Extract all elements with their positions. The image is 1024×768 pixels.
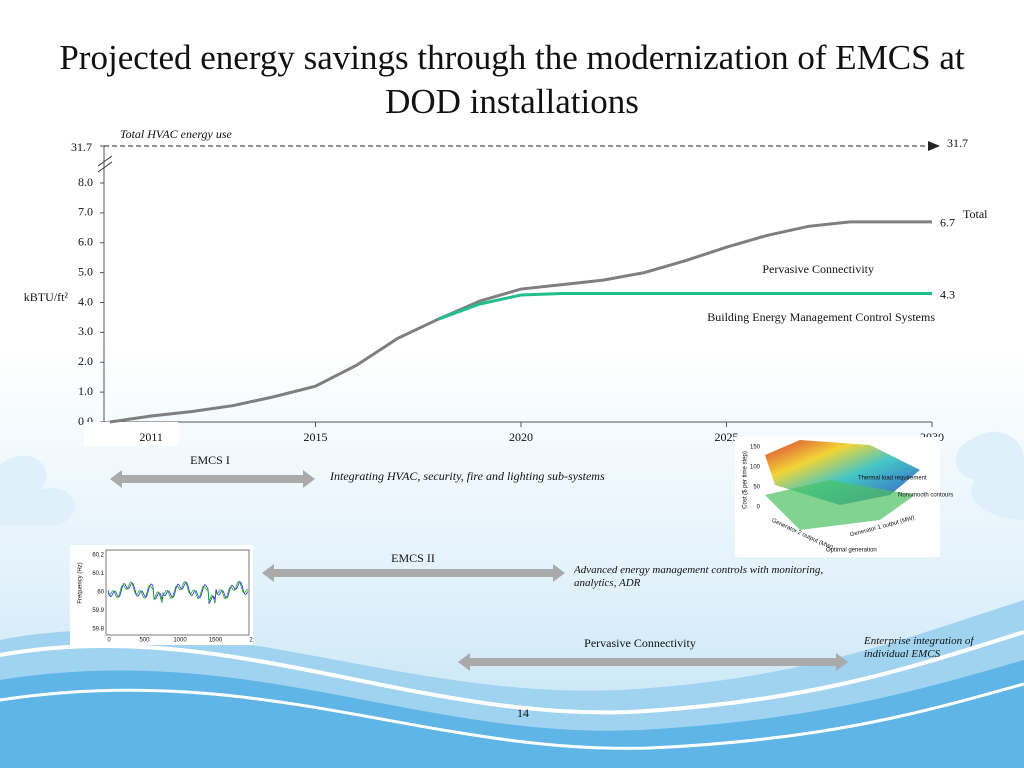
x-tick-label: 2025 (715, 430, 739, 444)
reference-arrow (928, 141, 940, 151)
inset-tick: 59.9 (92, 608, 104, 614)
phase-arrow (262, 564, 565, 582)
legend-label: Building Energy Management Control Syste… (707, 310, 935, 324)
inset-frame (105, 549, 250, 636)
phase-description: Advanced energy management controls with… (574, 564, 824, 589)
phase-label: EMCS I (190, 453, 230, 467)
end-value-label: 6.7 (940, 216, 955, 230)
y-tick-label: 4.0 (78, 294, 93, 308)
reference-value: 31.7 (947, 136, 968, 150)
end-value-label: 4.3 (940, 287, 955, 301)
legend-label: Total (963, 207, 988, 221)
phase-description-box: Advanced energy management controls with… (574, 564, 824, 589)
phase-label: EMCS II (391, 551, 435, 565)
phase-description: Integrating HVAC, security, fire and lig… (329, 469, 605, 483)
phase-description-box: Enterprise integration of individual EMC… (864, 635, 974, 660)
inset-tick: 0 (757, 505, 761, 511)
wave-line (0, 682, 1024, 750)
slide-title: Projected energy savings through the mod… (59, 38, 965, 121)
inset-label: Optimal generation (826, 548, 877, 554)
wave (0, 660, 1024, 768)
phase-arrow (110, 470, 315, 488)
phase-description: Enterprise integration of individual EMC… (864, 635, 974, 660)
inset-tick: 100 (750, 465, 761, 471)
inset-tick: 0 (107, 638, 111, 644)
axis-break (97, 161, 113, 173)
phase-arrow (458, 653, 848, 671)
inset-tick: 60 (97, 590, 104, 596)
inset-tick: 150 (750, 445, 761, 451)
inset-tick: 60.1 (92, 571, 104, 577)
y-tick-label: 6.0 (78, 235, 93, 249)
inset-tick: 60.2 (92, 553, 104, 559)
inset-y-label: Cost ($ per time step) (743, 451, 749, 509)
x-tick-label: 2020 (509, 430, 533, 444)
phase-label: Pervasive Connectivity (584, 636, 696, 650)
inset-frequency (70, 545, 253, 645)
y-tick-label: 3.0 (78, 324, 93, 338)
y-tick-label: 5.0 (78, 264, 93, 278)
inset-tick: 1000 (173, 638, 187, 644)
y-tick-label: 7.0 (78, 205, 93, 219)
inset-trace (107, 580, 248, 604)
y-tick-label: 2.0 (78, 354, 93, 368)
page-number: 14 (517, 706, 529, 720)
reference-label: Total HVAC energy use (120, 127, 233, 141)
inset-label: Nonsmooth contours (898, 493, 953, 499)
inset-trace (107, 581, 249, 605)
series-line (438, 292, 932, 321)
cost-plane (765, 480, 915, 530)
inset-label: Thermal load requirement (858, 476, 927, 482)
x-tick-label: 2015 (304, 430, 328, 444)
series-line (109, 220, 932, 424)
x-tick-label: 2011 (139, 430, 163, 444)
inset-tick: 2 (249, 638, 253, 644)
inset-frequency-plot: 60.2 60.1 60 59.9 59.80 500 1000 1500 2 (92, 553, 253, 644)
axis-break (97, 155, 113, 167)
wave-line (0, 630, 1024, 715)
inset-y-label: Frequency (Hz) (78, 562, 84, 603)
x-tick-box (84, 422, 178, 446)
inset-tick: 1500 (209, 638, 223, 644)
reference-value: 31.7 (71, 140, 92, 154)
inset-tick: 59.8 (92, 627, 104, 633)
y-tick-label: 8.0 (78, 175, 93, 189)
y-tick-label: 1.0 (78, 384, 93, 398)
annotation: Pervasive Connectivity (762, 262, 874, 276)
cloud (0, 455, 75, 525)
y-axis-label: kBTU/ft² (24, 290, 69, 304)
inset-tick: 50 (753, 485, 760, 491)
cloud (955, 431, 1024, 520)
inset-tick: 500 (139, 638, 150, 644)
